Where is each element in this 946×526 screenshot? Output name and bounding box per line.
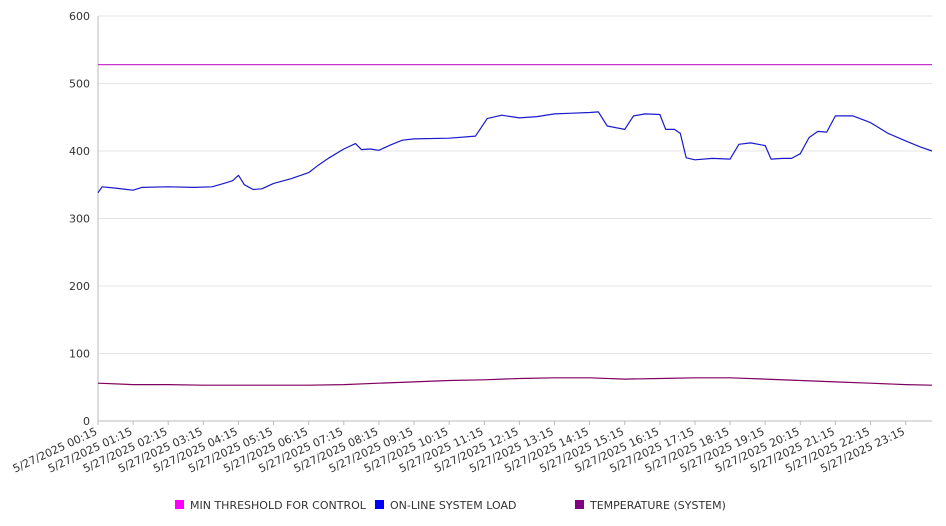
legend-swatch — [375, 500, 384, 509]
series-lines — [97, 63, 933, 386]
series-line-1 — [97, 111, 933, 194]
y-tick-label: 100 — [69, 348, 90, 361]
y-tick-label: 200 — [69, 280, 90, 293]
legend-swatch — [575, 500, 584, 509]
axes — [97, 16, 932, 425]
series-line-2 — [97, 377, 933, 386]
gridlines — [98, 15, 932, 422]
x-axis-tick-labels: 5/27/2025 00:155/27/2025 01:155/27/2025 … — [11, 425, 907, 475]
legend-label: ON-LINE SYSTEM LOAD — [390, 499, 516, 512]
y-tick-label: 300 — [69, 213, 90, 226]
y-tick-label: 500 — [69, 78, 90, 91]
y-tick-label: 0 — [83, 415, 90, 428]
legend-label: TEMPERATURE (SYSTEM) — [589, 499, 726, 512]
legend: MIN THRESHOLD FOR CONTROL ON-LINE SYSTEM … — [175, 499, 726, 512]
legend-label: MIN THRESHOLD FOR CONTROL — [190, 499, 367, 512]
legend-swatch — [175, 500, 184, 509]
y-axis-tick-labels: 0 100 200 300 400 500 600 — [69, 10, 90, 428]
legend-item-1: ON-LINE SYSTEM LOAD — [375, 499, 516, 512]
legend-item-2: TEMPERATURE (SYSTEM) — [575, 499, 726, 512]
y-tick-label: 400 — [69, 145, 90, 158]
y-tick-label: 600 — [69, 10, 90, 23]
legend-item-0: MIN THRESHOLD FOR CONTROL — [175, 499, 367, 512]
